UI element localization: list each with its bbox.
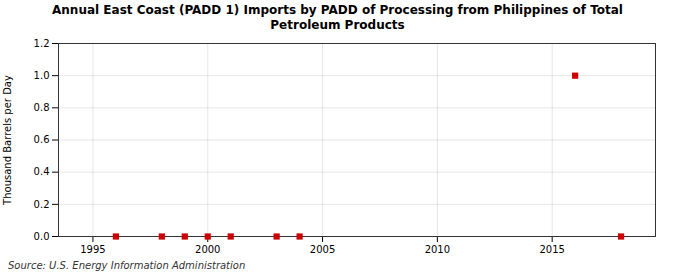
svg-text:0.6: 0.6 <box>34 134 50 145</box>
html-text:Annual East Coast (PADD 1) Imp: Annual East Coast (PADD 1) Imports by PA… <box>52 3 623 32</box>
svg-text:1.2: 1.2 <box>34 38 50 49</box>
svg-text:0.8: 0.8 <box>34 102 50 113</box>
svg-text:1995: 1995 <box>80 244 105 255</box>
svg-text:2005: 2005 <box>310 244 335 255</box>
svg-text:2000: 2000 <box>195 244 220 255</box>
svg-text:0.0: 0.0 <box>34 231 50 242</box>
html-text:Source: U.S. Energy Informatio: Source: U.S. Energy Information Administ… <box>8 260 246 271</box>
svg-text:2015: 2015 <box>539 244 564 255</box>
svg-text:Thousand Barrels per Day: Thousand Barrels per Day <box>2 75 13 206</box>
svg-text:1.0: 1.0 <box>34 70 50 81</box>
svg-text:0.2: 0.2 <box>34 199 50 210</box>
svg-text:2010: 2010 <box>425 244 450 255</box>
svg-text:0.4: 0.4 <box>34 166 50 177</box>
